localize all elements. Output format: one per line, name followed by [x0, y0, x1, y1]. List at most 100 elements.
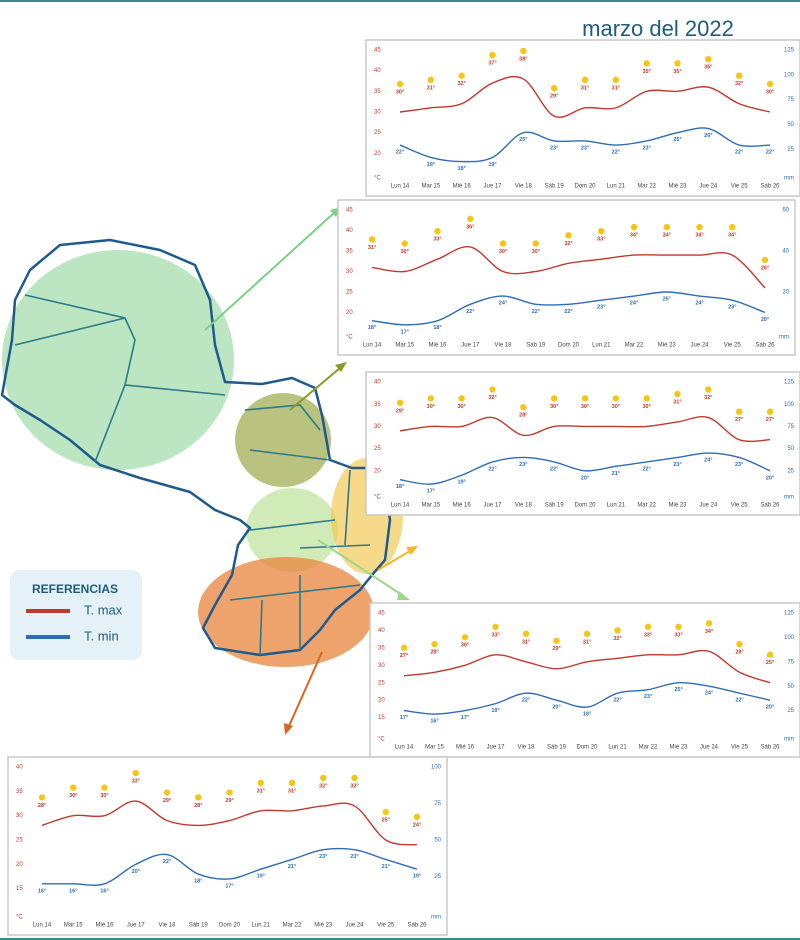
data-label: 30°: [427, 404, 435, 410]
weather-icon: [458, 72, 465, 79]
data-label: 30°: [612, 404, 620, 410]
data-label: 22°: [532, 309, 540, 315]
weather-icon: [492, 623, 499, 631]
x-tick-label: Mar 15: [395, 343, 414, 349]
data-label: 27°: [735, 417, 743, 423]
x-tick-label: Mar 15: [421, 503, 440, 509]
y2-tick-label: 60: [782, 208, 789, 214]
weather-icon: [38, 794, 46, 801]
data-label: 38°: [519, 56, 527, 62]
y2-tick-label: 100: [784, 635, 795, 641]
weather-icon: [614, 627, 621, 634]
x-tick-label: Vie 25: [724, 343, 742, 349]
x-tick-label: Sáb 26: [760, 745, 780, 751]
data-label: 29°: [225, 798, 233, 804]
x-tick-label: Mié 23: [668, 503, 687, 509]
data-label: 24°: [630, 301, 638, 307]
y2-tick-label: 50: [787, 684, 794, 690]
x-tick-label: Vie 25: [731, 745, 749, 751]
data-label: 23°: [319, 854, 327, 860]
y2-tick-label: 75: [787, 659, 794, 665]
region-south: [198, 557, 374, 667]
data-label: 22°: [735, 150, 743, 156]
x-tick-label: Jue 24: [345, 923, 364, 929]
x-tick-label: Jue 17: [461, 343, 480, 349]
x-tick-label: Mié 23: [669, 745, 688, 751]
y-tick-label: 15: [378, 715, 385, 721]
weather-icon: [489, 386, 496, 393]
y2-tick-label: 125: [784, 380, 795, 386]
data-label: 23°: [581, 145, 589, 151]
data-label: 28°: [430, 650, 438, 656]
temperature-line: [399, 452, 771, 485]
x-tick-label: Lun 14: [363, 343, 382, 349]
x-tick-label: Vie 18: [518, 745, 536, 751]
y2-tick-label: 100: [784, 402, 795, 408]
weather-icon: [458, 395, 465, 402]
y2-tick-label: 40: [782, 249, 789, 255]
data-label: 24°: [413, 822, 421, 828]
y2-unit: mm: [431, 915, 441, 921]
x-tick-label: Lun 21: [607, 184, 626, 190]
weather-icon: [132, 769, 139, 777]
data-label: 31°: [427, 85, 435, 91]
data-label: 31°: [583, 639, 591, 645]
x-tick-label: Mié 23: [668, 184, 687, 190]
data-label: 23°: [350, 854, 358, 860]
weather-icon: [553, 637, 560, 644]
data-label: 17°: [401, 329, 409, 335]
weather-icon: [735, 408, 743, 415]
x-tick-label: Dom 20: [576, 745, 598, 751]
data-label: 23°: [728, 305, 736, 311]
data-label: 31°: [612, 85, 620, 91]
weather-icon: [195, 794, 202, 801]
x-tick-label: Vie 25: [731, 184, 749, 190]
y-tick-label: 35: [374, 402, 381, 408]
weather-icon: [612, 395, 620, 402]
weather-icon: [663, 223, 670, 231]
weather-icon: [705, 620, 713, 627]
data-label: 30°: [581, 404, 589, 410]
weather-icon: [461, 634, 469, 641]
weather-icon: [761, 256, 769, 264]
data-label: 24°: [705, 691, 713, 697]
data-label: 32°: [458, 81, 466, 87]
data-label: 29°: [552, 646, 560, 652]
x-tick-label: Jue 17: [127, 923, 146, 929]
weather-icon: [705, 56, 712, 63]
x-tick-label: Vie 18: [159, 923, 177, 929]
x-tick-label: Lun 21: [608, 745, 627, 751]
weather-icon: [489, 51, 496, 59]
y2-tick-label: 25: [434, 874, 441, 880]
y2-unit: mm: [784, 176, 794, 182]
data-label: 20°: [761, 317, 769, 323]
weather-icon: [735, 72, 743, 79]
legend-swatch: [26, 635, 70, 639]
x-tick-label: Jue 24: [699, 503, 718, 509]
x-tick-label: Dom 20: [219, 923, 241, 929]
arrow-line: [377, 550, 411, 571]
legend: REFERENCIAS T. max T. min: [10, 570, 142, 660]
x-tick-label: Jue 17: [483, 503, 502, 509]
data-label: 18°: [458, 166, 466, 172]
data-label: 30°: [532, 249, 540, 255]
weather-icon: [696, 223, 703, 231]
page-title: marzo del 2022: [582, 16, 734, 41]
data-label: 23°: [735, 462, 743, 468]
weather-icon: [427, 76, 435, 84]
y-tick-label: 30: [374, 424, 381, 430]
data-label: 26°: [704, 133, 712, 139]
y-unit: °C: [374, 495, 381, 501]
x-tick-label: Dom 20: [574, 184, 596, 190]
data-label: 34°: [663, 233, 671, 239]
data-label: 24°: [695, 301, 703, 307]
x-tick-label: Sáb 26: [407, 923, 427, 929]
x-tick-label: Jue 24: [700, 745, 719, 751]
data-label: 30°: [643, 404, 651, 410]
data-label: 30°: [396, 89, 404, 95]
data-label: 27°: [766, 417, 774, 423]
data-label: 19°: [488, 162, 496, 168]
data-label: 35°: [673, 69, 681, 75]
data-label: 34°: [728, 233, 736, 239]
y-tick-label: 20: [16, 862, 23, 868]
